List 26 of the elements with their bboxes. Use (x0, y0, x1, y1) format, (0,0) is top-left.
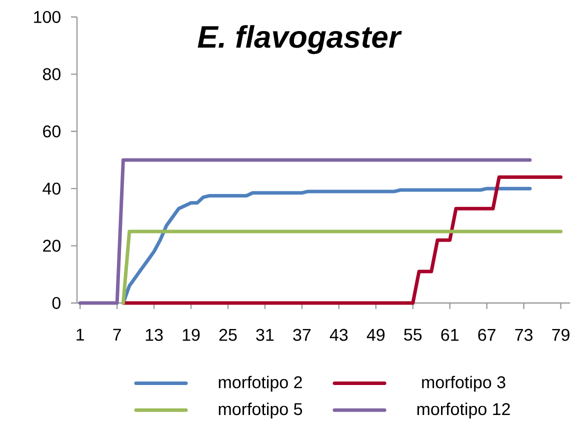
x-tick-label: 49 (366, 328, 385, 341)
legend-label: morfotipo 5 (218, 402, 302, 419)
x-tick-label: 37 (293, 328, 311, 341)
x-tick-label: 19 (182, 328, 200, 341)
legend-label: morfotipo 3 (422, 376, 506, 392)
x-tick-label: 79 (552, 328, 570, 341)
x-tick-label: 73 (515, 328, 532, 341)
legend-label: morfotipo 2 (218, 376, 302, 392)
x-tick-label: 7 (113, 328, 121, 341)
y-tick-label: 20 (43, 240, 60, 252)
x-tick-label: 25 (219, 328, 237, 341)
x-tick-label: 55 (404, 328, 422, 341)
x-tick-label: 61 (441, 328, 458, 341)
y-tick-label: 80 (42, 68, 60, 80)
line-series (121, 186, 532, 305)
y-tick-label: 40 (42, 182, 60, 195)
y-tick-label: 0 (52, 296, 60, 310)
x-tick-label: 13 (146, 328, 163, 341)
y-tick-label: 60 (43, 125, 60, 138)
legend-label: morfotipo 12 (417, 402, 510, 419)
x-tick-label: 67 (478, 328, 496, 341)
x-tick-label: 1 (76, 328, 84, 341)
x-tick-label: 31 (256, 328, 274, 341)
chart-title: E. flavogaster (198, 25, 402, 54)
y-tick-label: 100 (34, 10, 60, 24)
x-tick-label: 43 (330, 328, 348, 341)
